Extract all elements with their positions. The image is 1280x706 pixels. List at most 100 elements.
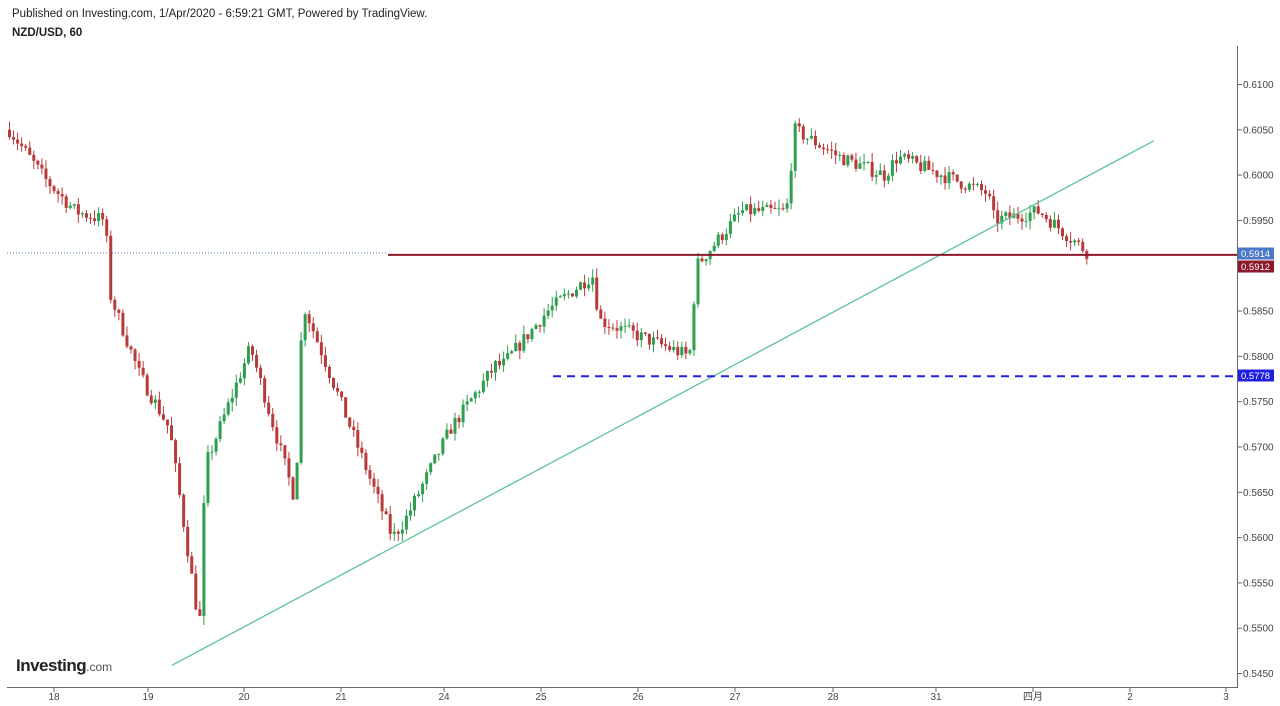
- candle-body: [818, 145, 821, 148]
- candle-body: [765, 204, 769, 207]
- candle-body: [939, 175, 943, 178]
- candle-body: [429, 463, 433, 473]
- candle-body: [93, 218, 97, 221]
- candle-body: [1004, 212, 1008, 216]
- candle-body: [332, 378, 335, 388]
- candle-body: [1032, 206, 1036, 213]
- candle-body: [494, 360, 497, 373]
- candle-body: [700, 258, 704, 262]
- x-tick-label: 3: [1223, 692, 1229, 703]
- candle-body: [259, 367, 263, 379]
- y-tick-label: 0.5450: [1243, 669, 1274, 680]
- investing-logo: Investing.com: [16, 656, 112, 676]
- candle-body: [813, 135, 817, 146]
- candle-body: [117, 309, 121, 313]
- candle-body: [558, 296, 562, 298]
- candle-body: [28, 147, 32, 155]
- candle-body: [356, 429, 360, 448]
- candle-body: [121, 312, 125, 336]
- candle-body: [830, 149, 834, 151]
- candle-body: [874, 175, 878, 177]
- candle-body: [566, 293, 570, 295]
- candle-body: [40, 164, 44, 169]
- candle-body: [737, 213, 740, 215]
- candle-body: [60, 194, 64, 197]
- candle-body: [283, 445, 287, 459]
- candle-body: [712, 245, 716, 252]
- candle-body: [327, 366, 331, 379]
- x-tick-label: 31: [930, 692, 942, 703]
- candle-body: [615, 328, 619, 331]
- candle-body: [789, 170, 793, 204]
- candle-body: [538, 325, 542, 327]
- candle-body: [967, 183, 971, 190]
- candle-body: [793, 123, 797, 171]
- candle-body: [263, 378, 267, 403]
- candle-body: [352, 426, 356, 430]
- candle-body: [271, 413, 275, 428]
- y-tick-label: 0.6050: [1243, 125, 1274, 136]
- candle-body: [664, 344, 668, 347]
- candle-body: [214, 438, 218, 452]
- candle-body: [534, 325, 538, 329]
- candle-body: [372, 478, 376, 487]
- candle-body: [647, 333, 651, 345]
- candle-body: [170, 425, 173, 441]
- candle-body: [125, 335, 129, 347]
- candle-body: [696, 258, 700, 305]
- candle-body: [109, 235, 113, 300]
- candle-body: [822, 147, 826, 150]
- candle-body: [469, 398, 473, 402]
- x-tick-label: 21: [335, 692, 347, 703]
- candle-body: [376, 486, 380, 495]
- candle-body: [157, 399, 161, 415]
- candle-body: [692, 304, 696, 351]
- candle-body: [757, 208, 761, 211]
- candle-body: [603, 318, 607, 327]
- candle-body: [388, 514, 392, 534]
- y-tick-label: 0.5500: [1243, 624, 1274, 635]
- candle-body: [336, 387, 340, 392]
- price-tag: [1238, 260, 1274, 273]
- candle-body: [210, 451, 214, 453]
- candle-body: [947, 172, 951, 184]
- candle-body: [761, 206, 765, 211]
- candle-body: [360, 447, 364, 453]
- candle-body: [915, 156, 919, 163]
- candle-body: [129, 346, 133, 350]
- candle-body: [542, 315, 546, 327]
- candle-body: [178, 463, 182, 496]
- candle-body: [927, 160, 931, 170]
- x-tick-label: 24: [438, 692, 450, 703]
- y-tick-label: 0.5550: [1243, 578, 1274, 589]
- candle-body: [1044, 214, 1048, 220]
- candle-body: [145, 375, 149, 396]
- candle-body: [716, 234, 720, 246]
- candles: [8, 118, 1089, 625]
- candle-body: [992, 196, 996, 211]
- candle-body: [643, 332, 647, 334]
- candle-body: [275, 427, 279, 444]
- candle-body: [923, 160, 927, 171]
- candle-body: [295, 462, 299, 500]
- candle-body: [36, 160, 40, 165]
- candle-body: [660, 338, 664, 345]
- candle-body: [971, 183, 975, 185]
- candle-body: [562, 294, 566, 297]
- candle-body: [546, 310, 550, 316]
- candle-body: [955, 174, 959, 182]
- candle-body: [408, 510, 412, 516]
- candle-body: [206, 452, 210, 504]
- x-tick-label: 27: [729, 692, 741, 703]
- candle-body: [651, 337, 655, 345]
- candle-body: [400, 529, 404, 534]
- candle-body: [218, 421, 222, 439]
- candle-body: [441, 438, 445, 454]
- price-tag-label: 0.5914: [1241, 249, 1270, 260]
- candle-body: [303, 314, 307, 341]
- candle-body: [226, 402, 230, 415]
- candle-body: [599, 309, 603, 319]
- candle-body: [720, 234, 724, 241]
- candle-body: [502, 358, 506, 366]
